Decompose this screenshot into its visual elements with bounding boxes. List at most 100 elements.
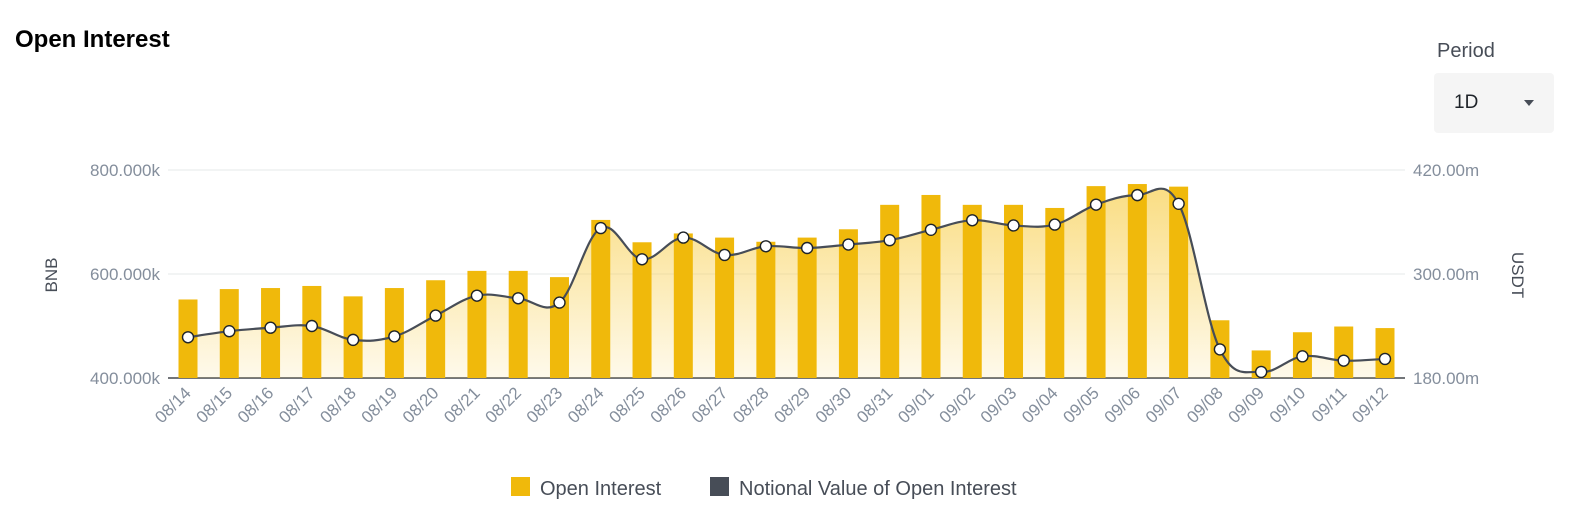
bar-open-interest	[508, 270, 528, 378]
x-tick-label: 08/29	[770, 383, 814, 427]
line-point	[635, 253, 649, 266]
x-tick-label: 08/31	[853, 383, 897, 427]
line-point	[553, 296, 566, 309]
line-point	[305, 319, 319, 333]
y-right-tick-label: 420.00m	[1413, 161, 1479, 180]
x-tick-label: 08/25	[605, 383, 649, 427]
bar-open-interest	[880, 204, 900, 378]
x-tick-label: 09/12	[1348, 383, 1392, 427]
x-tick-label: 09/09	[1224, 383, 1268, 427]
bar-open-interest	[1086, 186, 1106, 378]
y-left-axis-title: BNB	[42, 258, 61, 293]
x-tick-label: 08/17	[275, 383, 319, 427]
y-left-tick-label: 800.000k	[90, 161, 160, 180]
bar-open-interest	[673, 233, 693, 378]
line-point	[1213, 343, 1227, 356]
period-selected-value: 1D	[1454, 92, 1479, 113]
x-tick-label: 08/30	[812, 383, 856, 427]
x-tick-label: 09/10	[1266, 383, 1310, 427]
legend-label-notional-value: Notional Value of Open Interest	[739, 478, 1017, 500]
notional-value-area	[188, 188, 1385, 378]
x-tick-label: 08/20	[399, 383, 443, 427]
line-point	[759, 240, 773, 253]
line-point	[1337, 354, 1350, 367]
x-tick-label: 08/18	[316, 383, 360, 427]
x-tick-label: 08/22	[482, 383, 526, 427]
x-tick-label: 08/19	[358, 383, 402, 427]
x-tick-label: 08/26	[647, 383, 691, 427]
y-left-tick-label: 600.000k	[90, 265, 160, 284]
x-tick-label: 09/01	[894, 383, 938, 427]
line-point	[512, 292, 525, 305]
x-tick-label: 09/08	[1183, 383, 1227, 427]
legend-swatch-open-interest	[511, 477, 530, 496]
y-right-tick-label: 300.00m	[1413, 265, 1479, 284]
line-point	[842, 238, 855, 251]
y-right-tick-label: 180.00m	[1413, 369, 1479, 388]
bar-open-interest	[1045, 207, 1065, 378]
x-tick-label: 08/24	[564, 383, 608, 427]
bar-open-interest	[921, 194, 941, 378]
bar-open-interest	[1334, 326, 1354, 378]
x-tick-label: 08/28	[729, 383, 773, 427]
bar-open-interest	[591, 219, 611, 378]
x-tick-label: 09/11	[1308, 383, 1351, 426]
line-point	[264, 321, 277, 334]
x-tick-label: 08/14	[151, 383, 195, 427]
line-point	[1007, 219, 1020, 232]
line-point	[388, 330, 401, 343]
x-tick-label: 09/03	[977, 383, 1021, 427]
period-dropdown[interactable]: 1D	[1434, 73, 1554, 133]
bar-open-interest	[1004, 204, 1024, 378]
x-tick-label: 08/21	[440, 383, 484, 427]
x-tick-label: 09/04	[1018, 383, 1062, 427]
y-right-axis-title: USDT	[1508, 252, 1527, 298]
x-axis-labels: 08/1408/1508/1608/1708/1808/1908/2008/21…	[151, 383, 1392, 427]
legend-label-open-interest: Open Interest	[540, 478, 662, 500]
chevron-down-icon	[1524, 100, 1534, 106]
x-tick-label: 08/23	[523, 383, 567, 427]
line-point	[1131, 188, 1144, 202]
bar-open-interest	[715, 237, 735, 378]
x-tick-label: 09/06	[1101, 383, 1145, 427]
line-point	[718, 248, 731, 262]
line-point	[470, 289, 484, 302]
bar-open-interest	[426, 280, 446, 378]
x-tick-label: 09/05	[1059, 383, 1103, 427]
line-point	[800, 241, 814, 255]
line-point	[181, 331, 195, 344]
y-left-tick-label: 400.000k	[90, 369, 160, 388]
period-label: Period	[1437, 40, 1495, 62]
x-tick-label: 08/16	[234, 383, 278, 427]
line-point	[1172, 197, 1185, 211]
line-point	[1378, 352, 1392, 366]
line-point	[223, 325, 236, 338]
notional-value-points	[181, 188, 1392, 379]
legend-swatch-notional-value	[710, 477, 729, 496]
bar-open-interest	[1169, 186, 1189, 378]
bar-open-interest	[756, 241, 776, 378]
line-point	[883, 233, 896, 247]
x-tick-label: 08/27	[688, 383, 732, 427]
x-tick-label: 08/15	[193, 383, 237, 427]
line-point	[1048, 218, 1061, 231]
line-point	[924, 223, 938, 237]
line-point	[1296, 350, 1309, 363]
page-title: Open Interest	[15, 26, 170, 53]
legend: Open Interest Notional Value of Open Inte…	[511, 477, 1017, 500]
line-point	[1254, 365, 1268, 379]
bar-open-interest	[797, 237, 817, 378]
x-tick-label: 09/07	[1142, 383, 1186, 427]
line-point	[429, 309, 442, 322]
bar-open-interest	[467, 270, 487, 378]
line-point	[966, 214, 979, 227]
line-point	[677, 231, 690, 244]
line-point	[346, 333, 360, 347]
bar-open-interest	[838, 229, 858, 378]
line-point	[1089, 198, 1103, 211]
bar-open-interest	[632, 242, 652, 378]
open-interest-bars	[178, 184, 1395, 378]
line-point	[594, 221, 607, 235]
bar-open-interest	[1127, 184, 1147, 378]
